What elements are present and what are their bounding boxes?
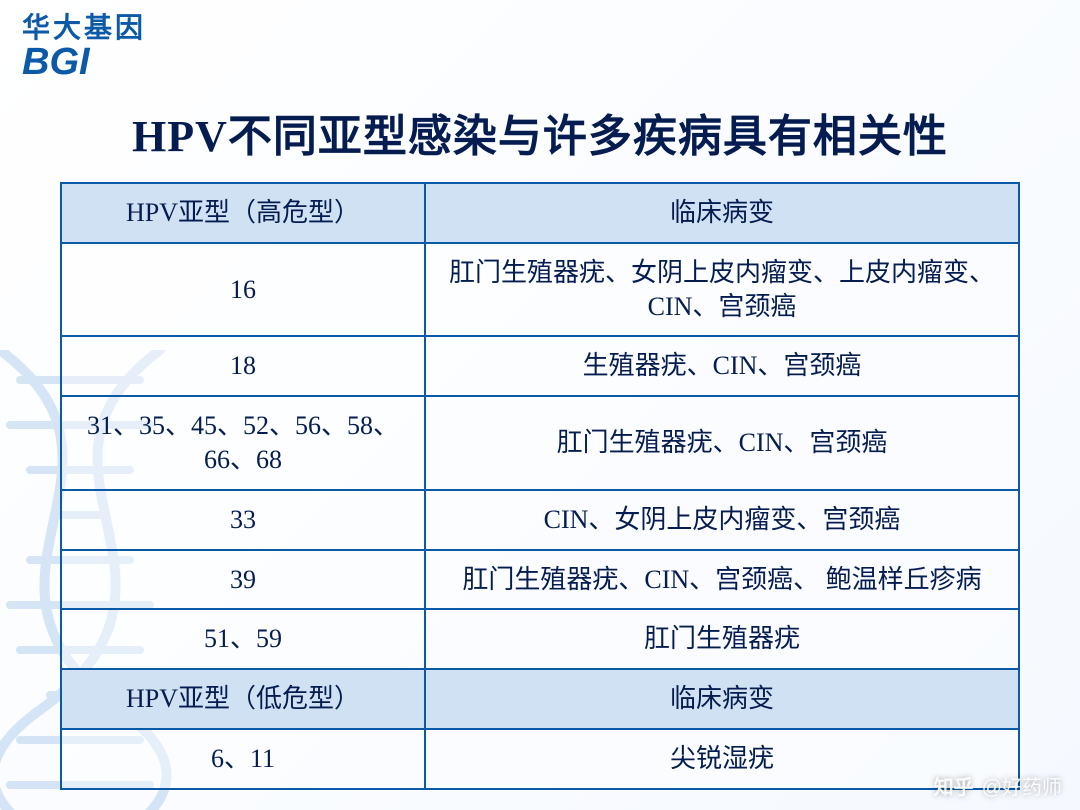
- clinical-lesion-cell: 肛门生殖器疣: [425, 609, 1019, 669]
- clinical-lesion-cell: 临床病变: [425, 183, 1019, 243]
- hpv-subtype-cell: HPV亚型（高危型）: [61, 183, 425, 243]
- table-row: 33CIN、女阴上皮内瘤变、宫颈癌: [61, 490, 1019, 550]
- table-row: HPV亚型（低危型）临床病变: [61, 669, 1019, 729]
- table-row: 16肛门生殖器疣、女阴上皮内瘤变、上皮内瘤变、CIN、宫颈癌: [61, 243, 1019, 337]
- table-row: 6、11尖锐湿疣: [61, 729, 1019, 789]
- clinical-lesion-cell: 尖锐湿疣: [425, 729, 1019, 789]
- table-row: 31、35、45、52、56、58、66、68肛门生殖器疣、CIN、宫颈癌: [61, 396, 1019, 490]
- bgi-logo: 华大基因 BGI: [22, 14, 146, 80]
- watermark-author: @好药师: [982, 771, 1062, 800]
- clinical-lesion-cell: CIN、女阴上皮内瘤变、宫颈癌: [425, 490, 1019, 550]
- clinical-lesion-cell: 肛门生殖器疣、CIN、宫颈癌: [425, 396, 1019, 490]
- hpv-subtype-cell: 18: [61, 336, 425, 396]
- hpv-subtype-cell: HPV亚型（低危型）: [61, 669, 425, 729]
- hpv-subtype-cell: 33: [61, 490, 425, 550]
- logo-chinese-text: 华大基因: [22, 14, 146, 42]
- hpv-subtype-cell: 6、11: [61, 729, 425, 789]
- page-title: HPV不同亚型感染与许多疾病具有相关性: [60, 100, 1020, 164]
- clinical-lesion-cell: 肛门生殖器疣、CIN、宫颈癌、 鲍温样丘疹病: [425, 550, 1019, 610]
- table-row: 51、59肛门生殖器疣: [61, 609, 1019, 669]
- hpv-subtype-cell: 16: [61, 243, 425, 337]
- clinical-lesion-cell: 生殖器疣、CIN、宫颈癌: [425, 336, 1019, 396]
- hpv-table: HPV亚型（高危型）临床病变16肛门生殖器疣、女阴上皮内瘤变、上皮内瘤变、CIN…: [60, 182, 1020, 790]
- table-row: 18生殖器疣、CIN、宫颈癌: [61, 336, 1019, 396]
- watermark: 知乎 @好药师: [934, 771, 1062, 800]
- hpv-subtype-cell: 31、35、45、52、56、58、66、68: [61, 396, 425, 490]
- clinical-lesion-cell: 临床病变: [425, 669, 1019, 729]
- clinical-lesion-cell: 肛门生殖器疣、女阴上皮内瘤变、上皮内瘤变、CIN、宫颈癌: [425, 243, 1019, 337]
- hpv-subtype-cell: 39: [61, 550, 425, 610]
- table-row: HPV亚型（高危型）临床病变: [61, 183, 1019, 243]
- hpv-subtype-cell: 51、59: [61, 609, 425, 669]
- table-row: 39肛门生殖器疣、CIN、宫颈癌、 鲍温样丘疹病: [61, 550, 1019, 610]
- logo-english-text: BGI: [22, 44, 146, 80]
- watermark-site: 知乎: [934, 771, 974, 800]
